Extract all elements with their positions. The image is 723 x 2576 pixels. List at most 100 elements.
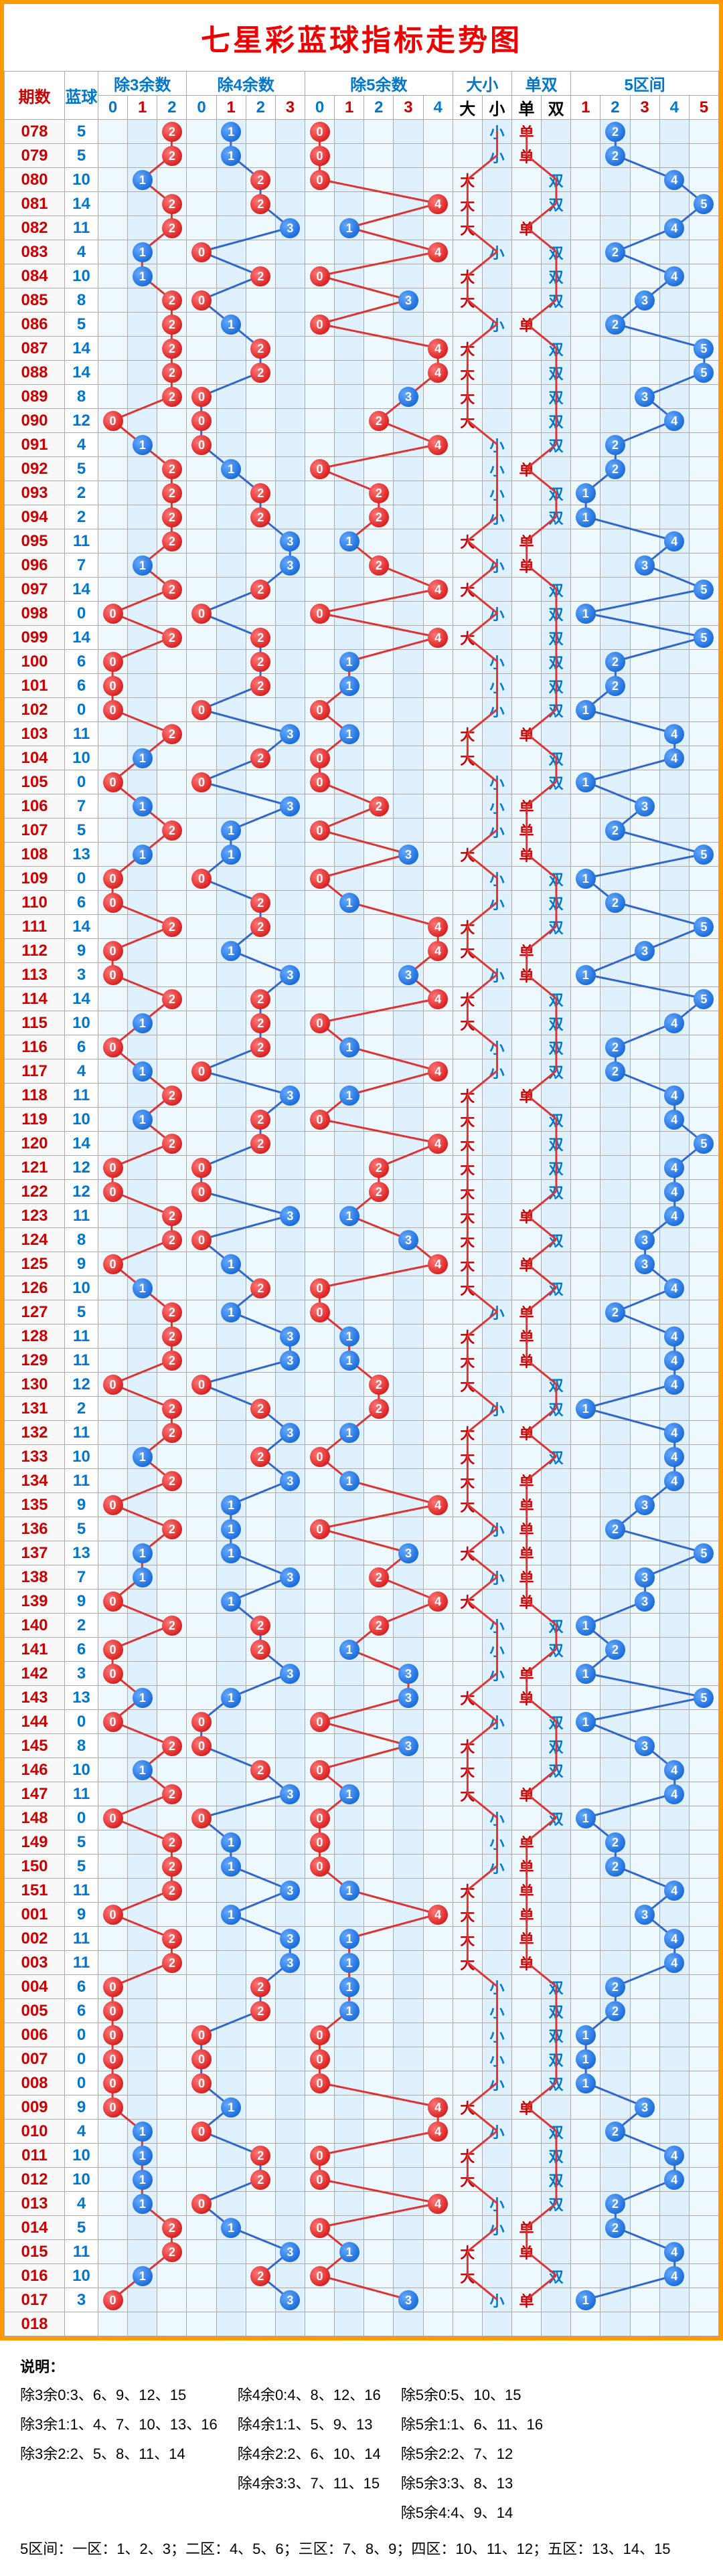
cell: 2 <box>157 1300 187 1324</box>
data-row: 00211231大单4 <box>5 1927 719 1951</box>
cell <box>630 1999 659 2023</box>
cell: 双 <box>542 264 571 288</box>
cell <box>423 1855 453 1879</box>
cell <box>571 2095 600 2120</box>
cell <box>335 578 364 602</box>
cell: 0 <box>98 1590 128 1614</box>
cell: 大 <box>453 1252 482 1276</box>
cell <box>335 481 364 505</box>
cell <box>394 1999 423 2023</box>
cell: 2 <box>157 313 187 337</box>
cell: 0 <box>305 746 334 770</box>
cell: 小 <box>482 1565 511 1590</box>
cell: 1 <box>335 1421 364 1445</box>
cell-blue: 5 <box>65 313 98 337</box>
cell <box>600 987 630 1011</box>
cell <box>542 1541 571 1565</box>
data-row: 13411231大单4 <box>5 1469 719 1493</box>
legend-cell: 除5余2:2、7、12 <box>401 2439 563 2469</box>
cell <box>689 2264 718 2288</box>
cell: 4 <box>423 626 453 650</box>
cell-blue: 11 <box>65 1879 98 1903</box>
cell <box>600 1469 630 1493</box>
cell <box>482 529 511 553</box>
cell <box>364 1059 394 1084</box>
cell: 1 <box>335 216 364 240</box>
cell <box>187 1686 216 1710</box>
cell <box>335 2192 364 2216</box>
cell <box>689 1758 718 1782</box>
cell: 2 <box>157 1469 187 1493</box>
cell <box>98 1614 128 1638</box>
cell: 4 <box>659 1204 689 1228</box>
cell: 单 <box>511 1903 541 1927</box>
cell <box>157 1710 187 1734</box>
cell: 大 <box>453 2240 482 2264</box>
cell <box>187 313 216 337</box>
cell <box>511 2120 541 2144</box>
cell: 4 <box>659 1445 689 1469</box>
cell <box>423 1686 453 1710</box>
cell <box>482 2095 511 2120</box>
data-row: 10813113大单5 <box>5 843 719 867</box>
cell <box>423 2240 453 2264</box>
cell: 5 <box>689 1686 718 1710</box>
cell <box>394 120 423 144</box>
cell <box>423 722 453 746</box>
cell <box>394 1830 423 1855</box>
cell <box>394 1132 423 1156</box>
cell-period: 127 <box>5 1300 65 1324</box>
cell <box>305 1975 334 1999</box>
cell-period: 098 <box>5 602 65 626</box>
cell <box>246 553 275 578</box>
cell <box>571 1493 600 1517</box>
cell <box>511 1710 541 1734</box>
cell <box>187 1324 216 1349</box>
data-row: 0145210小单2 <box>5 2216 719 2240</box>
cell: 单 <box>511 1879 541 1903</box>
cell-blue: 14 <box>65 192 98 216</box>
cell <box>482 1686 511 1710</box>
cell: 0 <box>305 120 334 144</box>
cell <box>335 1252 364 1276</box>
data-row: 08814224大双5 <box>5 361 719 385</box>
cell: 4 <box>659 2144 689 2168</box>
cell: 2 <box>157 144 187 168</box>
cell: 双 <box>542 2144 571 2168</box>
cell <box>157 1276 187 1300</box>
cell <box>246 1252 275 1276</box>
cell <box>246 385 275 409</box>
cell: 1 <box>335 1035 364 1059</box>
cell <box>364 1830 394 1855</box>
cell: 1 <box>128 1276 157 1300</box>
cell <box>305 1252 334 1276</box>
cell <box>542 120 571 144</box>
cell-blue: 0 <box>65 698 98 722</box>
cell <box>275 2120 305 2144</box>
cell: 1 <box>216 1830 246 1855</box>
cell <box>482 626 511 650</box>
cell: 小 <box>482 144 511 168</box>
cell <box>246 698 275 722</box>
cell: 3 <box>394 1662 423 1686</box>
cell-period: 018 <box>5 2312 65 2336</box>
cell-blue: 0 <box>65 867 98 891</box>
cell <box>630 2144 659 2168</box>
data-row: 1006021小双2 <box>5 650 719 674</box>
cell: 大 <box>453 385 482 409</box>
cell: 单 <box>511 144 541 168</box>
cell: 2 <box>364 505 394 529</box>
data-row: 11414224大双5 <box>5 987 719 1011</box>
cell <box>423 1349 453 1373</box>
cell <box>305 626 334 650</box>
cell <box>98 313 128 337</box>
cell-period: 143 <box>5 1686 65 1710</box>
cell <box>98 264 128 288</box>
cell <box>423 1614 453 1638</box>
cell <box>511 168 541 192</box>
cell <box>659 1734 689 1758</box>
cell-period: 141 <box>5 1638 65 1662</box>
cell <box>98 819 128 843</box>
cell <box>659 698 689 722</box>
cell <box>630 1276 659 1300</box>
